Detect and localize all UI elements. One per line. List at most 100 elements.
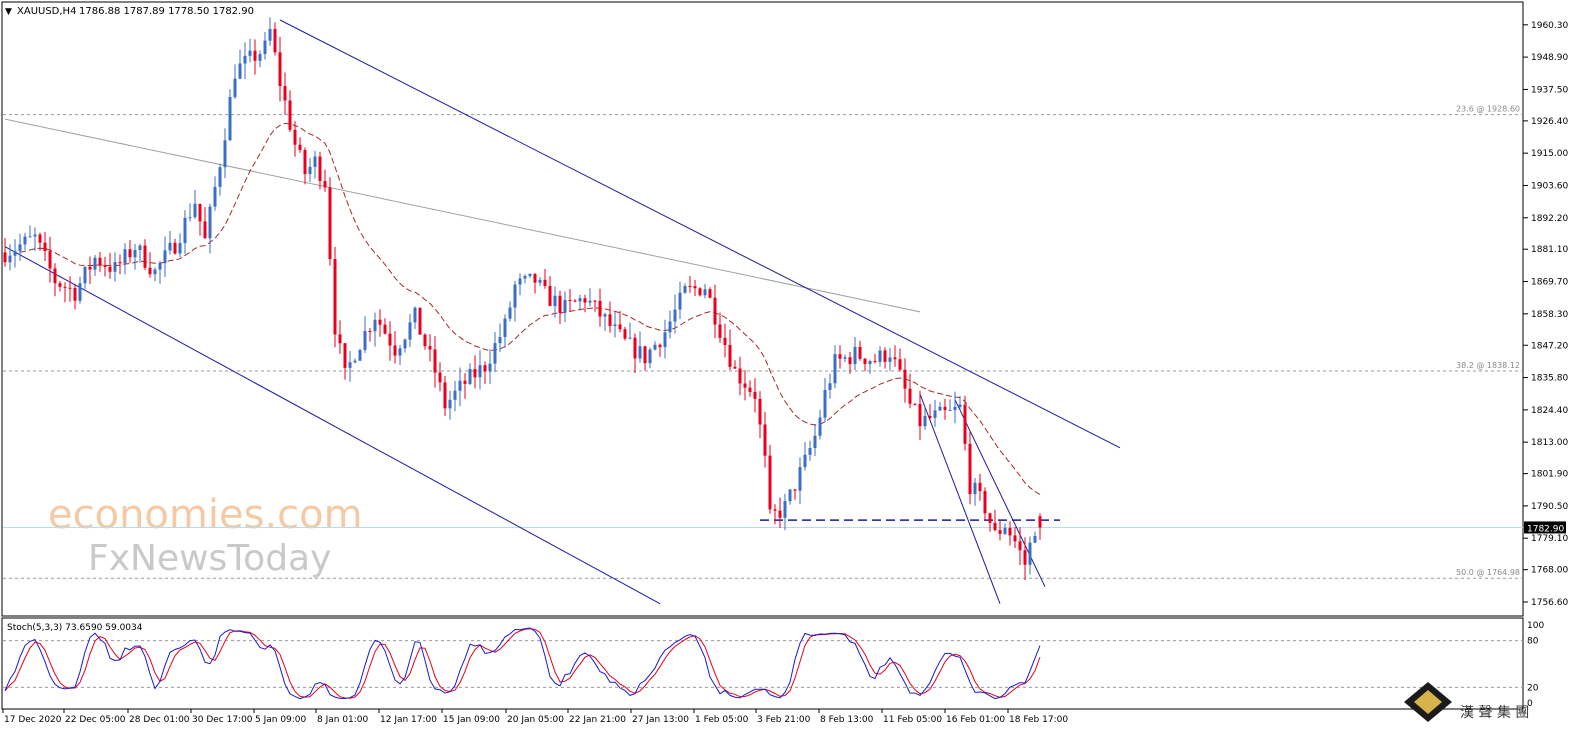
candle-body xyxy=(13,250,17,256)
y-tick-label: 1801.90 xyxy=(1531,470,1568,480)
candle-body xyxy=(898,359,902,370)
candle-body xyxy=(593,300,597,302)
candle-body xyxy=(318,156,322,181)
candle-body xyxy=(248,50,252,56)
y-tick-label: 1960.30 xyxy=(1531,21,1568,31)
candle-body xyxy=(978,482,982,492)
candle-body xyxy=(323,180,327,188)
candle-body xyxy=(183,217,187,244)
stoch-tick-label: 20 xyxy=(1527,683,1539,693)
candle-body xyxy=(223,140,227,168)
candle-body xyxy=(668,321,672,333)
candle-body xyxy=(758,398,762,425)
candle-body xyxy=(138,245,142,251)
candle-body xyxy=(218,167,222,187)
candle-body xyxy=(658,344,662,348)
candle-body xyxy=(588,300,592,303)
y-tick-label: 1892.20 xyxy=(1531,214,1568,224)
candle-body xyxy=(28,236,32,238)
candle-body xyxy=(273,28,277,53)
candle-body xyxy=(1018,541,1022,551)
candle-body xyxy=(453,390,457,400)
y-tick-label: 1915.00 xyxy=(1531,149,1568,159)
candle-body xyxy=(698,288,702,296)
y-tick-label: 1881.10 xyxy=(1531,245,1568,255)
ohlc-values: 1786.88 1787.89 1778.50 1782.90 xyxy=(79,6,254,17)
stoch-signal-line xyxy=(4,628,1041,699)
candle-body xyxy=(158,263,162,270)
candle-body xyxy=(378,319,382,325)
current-price-label: 1782.90 xyxy=(1527,524,1564,534)
fib-level-label: 23.6 @ 1928.60 xyxy=(1456,105,1520,114)
channel-upper-line xyxy=(279,19,1121,449)
candle-body xyxy=(8,255,12,263)
candle-body xyxy=(153,269,157,275)
candle-body xyxy=(793,489,797,491)
candle-body xyxy=(833,354,837,384)
candle-body xyxy=(408,322,412,340)
candle-body xyxy=(518,278,522,285)
candle-body xyxy=(203,221,207,239)
candle-body xyxy=(953,406,957,411)
current-price-box xyxy=(1524,521,1566,534)
candle-body xyxy=(868,361,872,365)
y-tick-label: 1948.90 xyxy=(1531,53,1568,63)
candle-body xyxy=(338,334,342,344)
candle-body xyxy=(443,382,447,409)
candle-body xyxy=(173,242,177,254)
candle-body xyxy=(988,513,992,523)
candle-body xyxy=(48,251,52,269)
candle-body xyxy=(693,286,697,289)
candle-body xyxy=(578,298,582,302)
candle-body xyxy=(983,491,987,514)
candle-body xyxy=(708,289,712,298)
candle-body xyxy=(488,363,492,372)
candle-body xyxy=(1008,527,1012,536)
candle-body xyxy=(528,273,532,277)
chevron-down-icon[interactable]: ▼ xyxy=(5,7,12,17)
candle-body xyxy=(538,279,542,283)
candle-body xyxy=(623,329,627,339)
candle-body xyxy=(858,346,862,359)
candle-body xyxy=(148,267,152,275)
candle-body xyxy=(88,266,92,270)
y-tick-label: 1903.60 xyxy=(1531,181,1568,191)
candle-body xyxy=(398,348,402,356)
y-tick-label: 1813.00 xyxy=(1531,438,1568,448)
candle-body xyxy=(748,387,752,392)
candle-body xyxy=(923,416,927,427)
candle-body xyxy=(178,243,182,254)
candle-body xyxy=(473,368,477,378)
y-tick-label: 1756.60 xyxy=(1531,598,1568,608)
candle-body xyxy=(18,244,22,251)
moving-average-layer xyxy=(19,122,1041,495)
candle-body xyxy=(733,366,737,369)
candle-body xyxy=(483,365,487,372)
candle-body xyxy=(553,295,557,306)
candle-body xyxy=(568,299,572,301)
candle-body xyxy=(58,283,62,287)
candle-body xyxy=(3,252,7,263)
candle-body xyxy=(263,40,267,55)
candle-body xyxy=(663,332,667,348)
moving-average-line xyxy=(19,122,1041,495)
fib-level-label: 50.0 @ 1764.98 xyxy=(1456,568,1520,577)
x-tick-label: 3 Feb 21:00 xyxy=(757,715,811,725)
candle-body xyxy=(348,362,352,368)
candle-body xyxy=(193,203,197,218)
candle-body xyxy=(548,285,552,306)
candle-body xyxy=(438,372,442,383)
candle-body xyxy=(948,410,952,412)
candle-body xyxy=(403,339,407,349)
candle-body xyxy=(113,262,117,272)
candle-body xyxy=(683,285,687,293)
candle-body xyxy=(648,349,652,364)
y-tick-label: 1768.00 xyxy=(1531,566,1568,576)
candle-body xyxy=(98,257,102,266)
candle-body xyxy=(468,368,472,384)
candle-body xyxy=(778,510,782,518)
candle-body xyxy=(928,416,932,418)
candle-body xyxy=(493,343,497,364)
x-tick-label: 8 Feb 13:00 xyxy=(820,715,874,725)
